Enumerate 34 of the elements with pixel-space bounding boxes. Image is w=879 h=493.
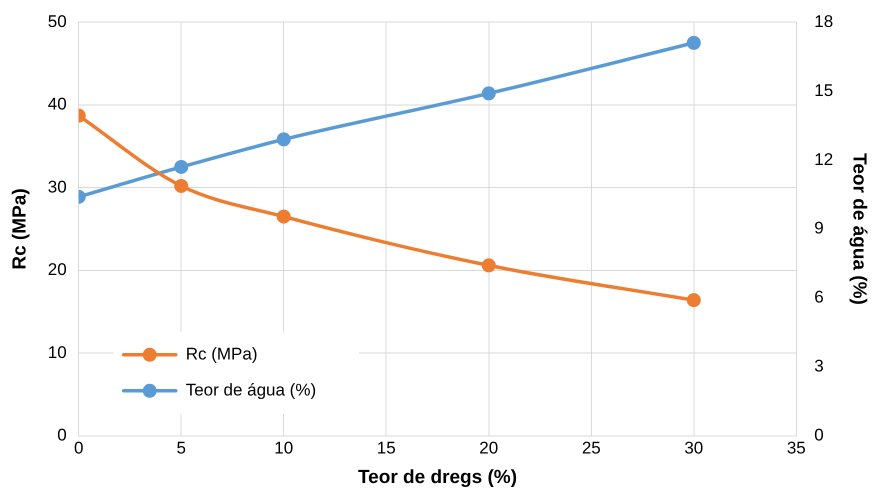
x-axis-title: Teor de dregs (%) — [358, 466, 518, 488]
x-tick-label: 10 — [274, 438, 294, 458]
y2-tick-label: 15 — [814, 80, 834, 100]
point — [174, 178, 188, 193]
legend-label: Teor de água (%) — [186, 380, 316, 400]
point — [276, 210, 291, 224]
x-tick-label: 35 — [786, 438, 806, 458]
y-tick-label: 30 — [48, 177, 67, 196]
y-tick-label: 50 — [48, 12, 67, 31]
y-tick-label: 20 — [48, 260, 67, 280]
x-tick-label: 15 — [376, 438, 396, 458]
y2-axis-title: Teor de água (%) — [848, 153, 870, 305]
y2-tick-label: 18 — [814, 12, 834, 31]
x-tick-label: 20 — [479, 438, 498, 458]
y2-tick-label: 6 — [814, 288, 824, 307]
y2-tick-label: 9 — [814, 218, 824, 238]
x-tick-label: 30 — [684, 438, 704, 458]
y-tick-label: 40 — [48, 94, 67, 114]
point — [174, 160, 188, 174]
point — [482, 258, 496, 272]
y-axis-title: Rc (MPa) — [10, 188, 31, 270]
x-tick-label: 5 — [176, 438, 186, 458]
x-tick-label: 25 — [582, 438, 601, 458]
y2-tick-label: 3 — [814, 356, 824, 376]
point — [686, 36, 701, 50]
legend-label: Rc (MPa) — [186, 344, 258, 364]
y-tick-label: 0 — [57, 425, 67, 444]
y2-tick-label: 0 — [814, 425, 824, 444]
point — [276, 132, 291, 146]
x-tick-label: 0 — [74, 438, 84, 458]
y2-tick-label: 12 — [814, 150, 834, 169]
point — [482, 86, 496, 100]
point — [686, 293, 701, 308]
y-tick-label: 10 — [48, 342, 67, 362]
